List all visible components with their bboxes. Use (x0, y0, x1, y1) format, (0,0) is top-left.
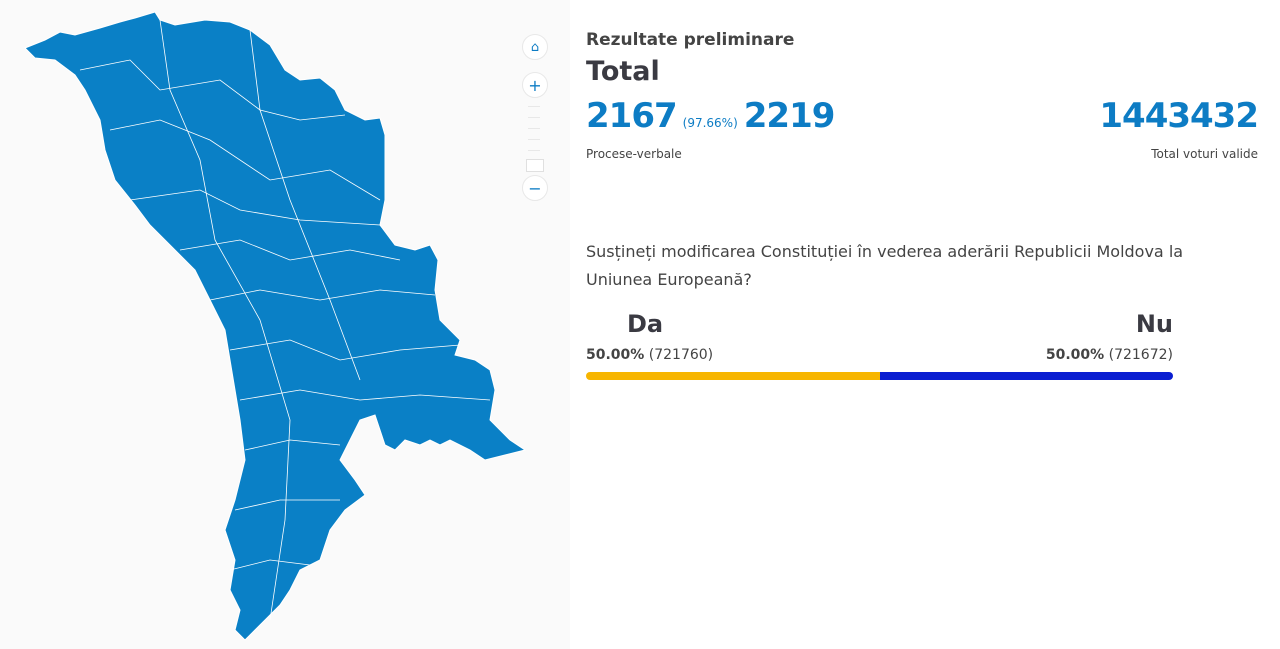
zoom-tick[interactable] (528, 150, 540, 151)
protocols-counted: 2167 (586, 96, 678, 136)
protocols-count: 2167 (97.66%) 2219 (586, 96, 836, 136)
question: Susțineți modificarea Constituției în ve… (586, 242, 1184, 289)
district-borders (79, 19, 491, 621)
option-da-result: 50.00% (721760) (586, 347, 713, 363)
protocols-label: Procese-verbale (586, 147, 682, 161)
result-bar (586, 372, 1173, 380)
zoom-slider-handle[interactable] (526, 159, 544, 172)
zoom-tick[interactable] (528, 128, 540, 129)
moldova-map[interactable] (0, 0, 570, 649)
zoom-tick[interactable] (528, 139, 540, 140)
home-button[interactable]: ⌂ (522, 34, 548, 60)
option-nu-percent: 50.00% (1045, 347, 1105, 363)
option-nu-label: Nu (1135, 310, 1173, 338)
map-panel[interactable]: ⌂ + − (0, 0, 570, 649)
home-icon: ⌂ (530, 39, 540, 55)
result-bar-nu (879, 372, 1173, 380)
page-title: Total (586, 56, 660, 87)
zoom-tick[interactable] (528, 117, 540, 118)
total-votes-label: Total voturi valide (1151, 147, 1258, 161)
total-votes: 1443432 (1099, 96, 1259, 136)
subtitle: Rezultate preliminare (586, 30, 795, 50)
zoom-out-button[interactable]: − (522, 175, 548, 201)
option-da-percent: 50.00% (586, 347, 645, 363)
zoom-tick[interactable] (528, 106, 540, 107)
option-da-count: (721760) (648, 347, 714, 363)
protocols-percent: (97.66%) (682, 116, 738, 130)
option-nu-count: (721672) (1108, 347, 1173, 363)
zoom-in-button[interactable]: + (522, 72, 548, 98)
map-region[interactable] (24, 11, 527, 641)
option-nu-result: 50.00% (721672) (1046, 347, 1173, 363)
option-da-label: Da (627, 310, 664, 338)
result-bar-da (586, 372, 880, 380)
protocols-total: 2219 (743, 96, 836, 136)
